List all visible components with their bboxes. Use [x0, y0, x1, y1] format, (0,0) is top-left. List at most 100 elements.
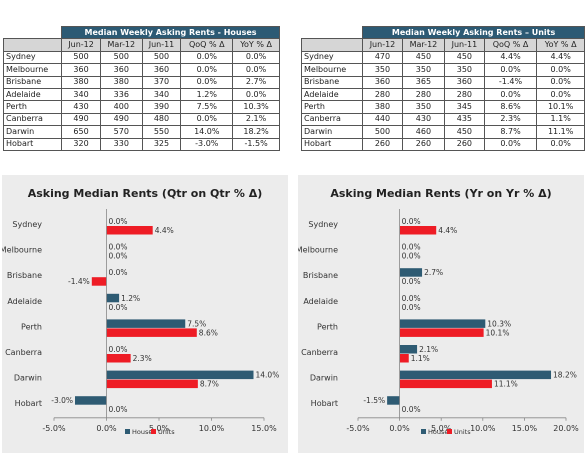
data-label: 10.3% — [487, 319, 511, 328]
value-cell: 350 — [444, 63, 485, 77]
chart-title: Asking Median Rents (Yr on Yr % Δ) — [330, 187, 551, 200]
table-row: Darwin 650 570 550 14.0% 18.2% — [2, 125, 280, 139]
value-cell: 4.4% — [483, 50, 538, 65]
value-cell: 260 — [362, 137, 403, 151]
category-label: Darwin — [310, 374, 338, 383]
bar-units — [399, 379, 492, 389]
category-label: Melbourne — [298, 246, 338, 255]
data-label: 0.0% — [402, 243, 421, 252]
value-cell: 450 — [444, 125, 485, 139]
column-header: Jun-11 — [444, 38, 485, 52]
value-cell: 0.0% — [483, 87, 538, 102]
table-corner — [4, 27, 62, 39]
value-cell: 350 — [362, 63, 403, 77]
value-cell: 430 — [401, 112, 446, 127]
value-cell: 360 — [100, 63, 143, 77]
city-cell: Canberra — [300, 112, 364, 127]
value-cell: 340 — [141, 87, 182, 102]
houses-rent-table: Median Weekly Asking Rents - Houses Jun-… — [2, 25, 280, 151]
value-cell: 0.0% — [536, 137, 585, 151]
bar-units — [106, 354, 131, 363]
value-cell: 325 — [141, 137, 182, 151]
table-row: Melbourne 350 350 350 0.0% 0.0% — [300, 63, 585, 77]
bar-units — [106, 328, 197, 337]
data-label: -1.5% — [363, 396, 385, 405]
city-cell: Hobart — [300, 137, 364, 151]
value-cell: 345 — [444, 100, 485, 114]
data-label: 0.0% — [402, 277, 421, 286]
value-cell: 650 — [61, 125, 102, 139]
table-row: Sydney 500 500 500 0.0% 0.0% — [2, 50, 280, 65]
bar-houses — [106, 319, 186, 328]
column-header: QoQ % Δ — [483, 38, 538, 52]
city-cell: Hobart — [2, 137, 63, 151]
category-label: Brisbane — [303, 271, 338, 280]
bar-units — [399, 226, 437, 235]
value-cell: 0.0% — [483, 137, 538, 151]
value-cell: 0.0% — [536, 63, 585, 77]
table-row: Darwin 500 460 450 8.7% 11.1% — [300, 125, 585, 139]
data-label: 0.0% — [109, 252, 128, 261]
bar-units — [106, 379, 198, 389]
data-label: -1.4% — [68, 277, 90, 286]
value-cell: 500 — [100, 50, 143, 65]
bar-houses — [399, 319, 486, 328]
category-label: Perth — [21, 322, 42, 331]
city-cell: Sydney — [300, 50, 364, 65]
city-cell: Perth — [300, 100, 364, 114]
value-cell: 570 — [100, 125, 143, 139]
legend-label: Houses — [132, 428, 156, 436]
city-cell: Darwin — [2, 125, 63, 139]
value-cell: -3.0% — [180, 137, 234, 151]
column-header: Mar-12 — [100, 38, 143, 52]
value-cell: 0.0% — [180, 50, 234, 65]
value-cell: 360 — [362, 75, 403, 89]
data-label: 0.0% — [109, 345, 128, 354]
value-cell: 380 — [100, 75, 143, 89]
value-cell: 360 — [61, 63, 102, 77]
qtr-chart: Asking Median Rents (Qtr on Qtr % Δ) Syd… — [2, 187, 280, 436]
data-label: 0.0% — [109, 303, 128, 312]
x-tick-label: 15.0% — [512, 424, 538, 433]
table-row: Brisbane 360 365 360 -1.4% 0.0% — [300, 75, 585, 89]
value-cell: 430 — [61, 100, 102, 114]
data-label: 0.0% — [402, 294, 421, 303]
x-tick-label: 15.0% — [251, 424, 277, 433]
category-label: Melbourne — [2, 246, 42, 255]
value-cell: 360 — [141, 63, 182, 77]
data-label: 8.7% — [200, 380, 219, 389]
data-label: 7.5% — [187, 319, 206, 328]
legend-swatch-units — [151, 429, 156, 434]
value-cell: 365 — [401, 75, 446, 89]
units-table-title: Median Weekly Asking Rents – Units — [362, 25, 585, 40]
value-cell: 2.1% — [232, 112, 280, 127]
data-label: 4.4% — [155, 226, 174, 235]
column-header: YoY % Δ — [232, 38, 280, 52]
value-cell: 380 — [362, 100, 403, 114]
data-label: 2.7% — [424, 268, 443, 277]
legend-label: Units — [454, 428, 471, 436]
data-label: -3.0% — [51, 396, 73, 405]
value-cell: 0.0% — [536, 75, 585, 89]
category-label: Sydney — [12, 220, 42, 229]
value-cell: 10.1% — [536, 100, 585, 114]
x-tick-label: 10.0% — [470, 424, 496, 433]
data-label: 0.0% — [402, 303, 421, 312]
bar-houses — [387, 396, 400, 405]
x-tick-label: 0.0% — [389, 424, 410, 433]
value-cell: 460 — [401, 125, 446, 139]
houses-table-title: Median Weekly Asking Rents - Houses — [61, 25, 280, 40]
yr-chart-panel: Asking Median Rents (Yr on Yr % Δ) Sydne… — [298, 175, 584, 453]
category-label: Hobart — [15, 399, 42, 408]
data-label: 10.1% — [486, 328, 510, 337]
legend-swatch-houses — [421, 429, 426, 434]
table-row: Hobart 260 260 260 0.0% 0.0% — [300, 137, 585, 151]
value-cell: 500 — [141, 50, 182, 65]
value-cell: 8.6% — [483, 100, 538, 114]
data-label: 14.0% — [256, 371, 280, 380]
value-cell: 0.0% — [180, 112, 234, 127]
value-cell: -1.4% — [483, 75, 538, 89]
x-tick-label: -5.0% — [42, 424, 66, 433]
bar-houses — [106, 370, 254, 380]
value-cell: 0.0% — [180, 75, 234, 89]
